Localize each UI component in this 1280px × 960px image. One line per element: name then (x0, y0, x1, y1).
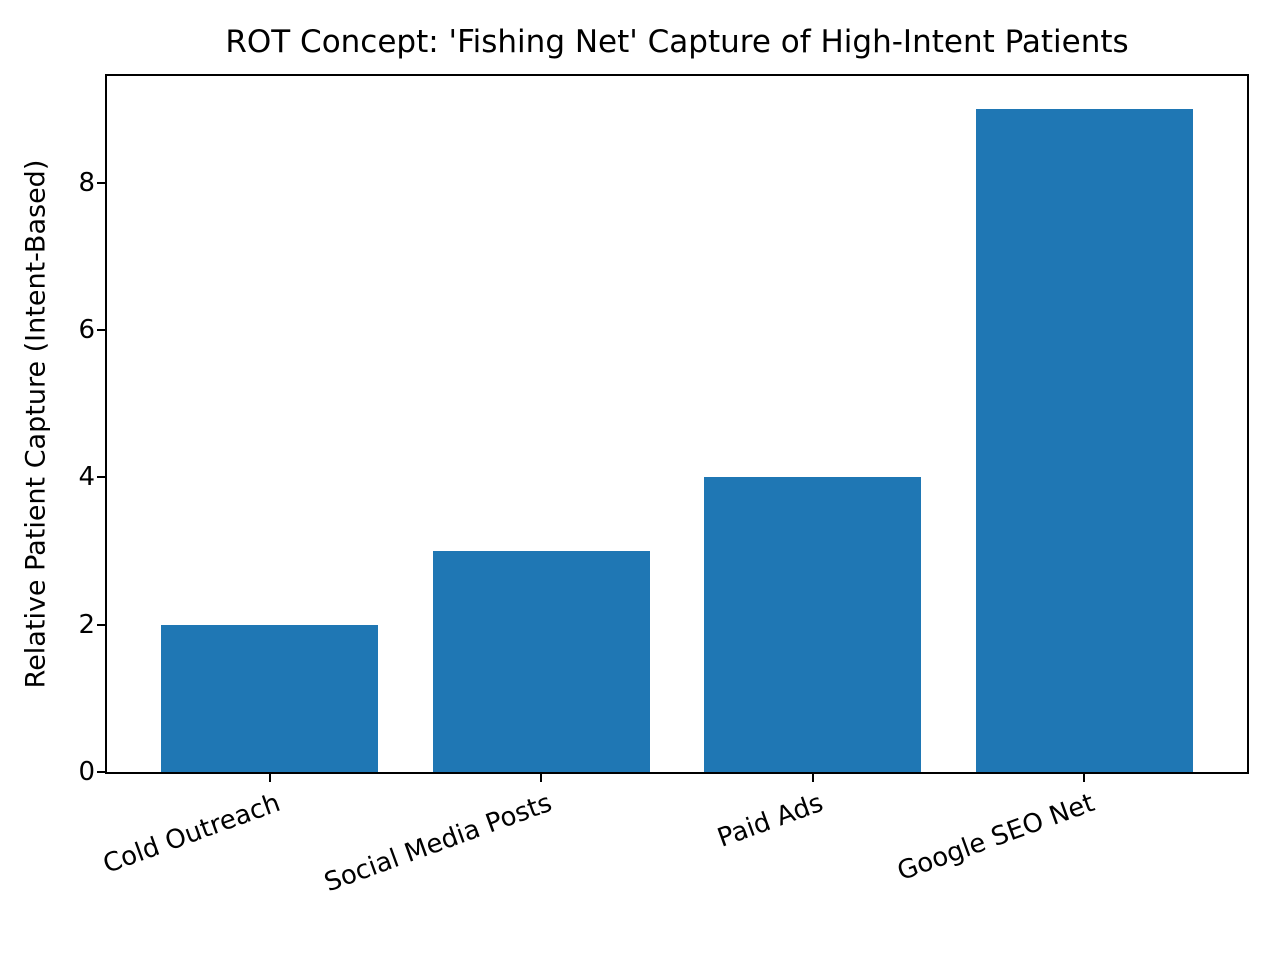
y-tick-label: 0 (78, 757, 95, 787)
plot-area: 0 2 4 6 8 Cold Outreach Social Media Posts Pai… (78, 74, 1249, 898)
x-tick-mark (1083, 774, 1086, 782)
y-tick-mark (97, 771, 105, 773)
x-tick-label: Cold Outreach (99, 788, 285, 880)
x-tick-mark (811, 774, 814, 782)
y-tick-label: 6 (78, 315, 95, 346)
bar (704, 477, 922, 772)
chart-title: ROT Concept: 'Fishing Net' Capture of Hi… (225, 24, 1129, 60)
y-tick-mark (97, 329, 105, 332)
bar (975, 109, 1193, 772)
y-tick-label: 8 (78, 167, 95, 198)
x-tick-label: Paid Ads (713, 788, 827, 854)
y-tick-label: 4 (78, 462, 95, 493)
x-tick-mark (540, 774, 543, 782)
bar (161, 624, 379, 772)
y-tick-mark (97, 181, 105, 184)
bar (432, 551, 650, 772)
y-tick-mark (97, 623, 105, 626)
y-tick-label: 2 (78, 609, 95, 640)
y-tick-mark (97, 476, 105, 479)
x-tick-label: Social Media Posts (320, 788, 556, 899)
x-tick-mark (268, 774, 271, 782)
x-tick-label: Google SEO Net (893, 788, 1099, 888)
